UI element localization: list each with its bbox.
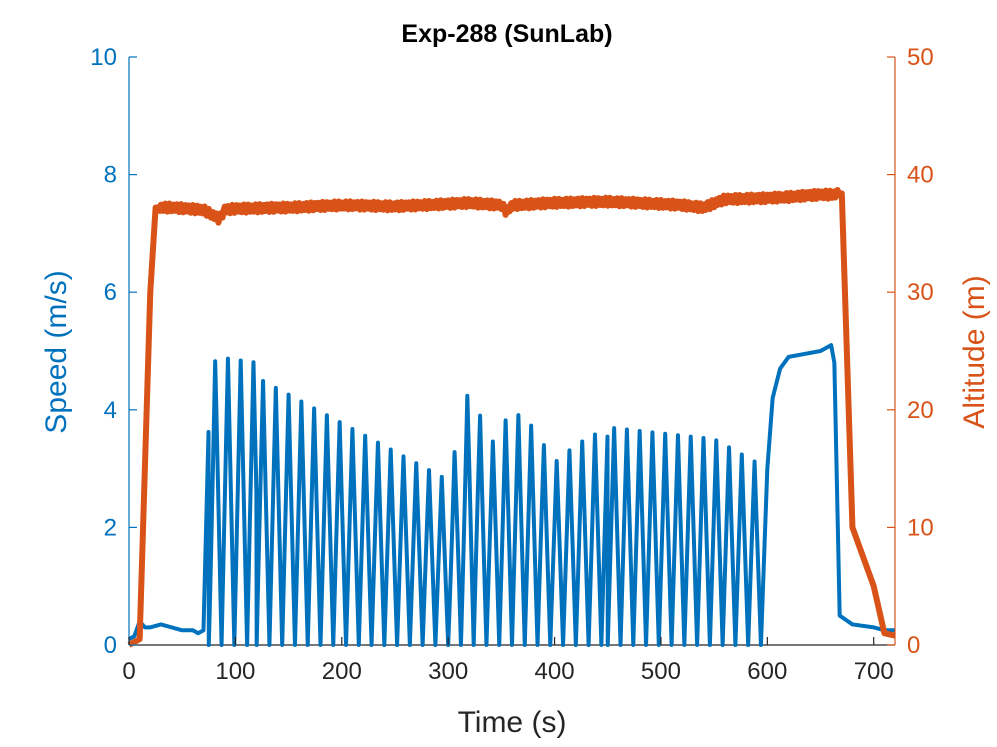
- x-tick-label: 0: [122, 658, 135, 685]
- x-tick-label: 500: [641, 658, 681, 685]
- y-right-tick-label: 0: [907, 632, 920, 659]
- y-axis-left-label: Speed (m/s): [40, 270, 73, 433]
- y-right-tick-label: 50: [907, 44, 934, 71]
- x-tick-label: 200: [322, 658, 362, 685]
- x-tick-label: 600: [747, 658, 787, 685]
- x-tick-label: 300: [428, 658, 468, 685]
- x-tick-label: 400: [535, 658, 575, 685]
- y-left-tick-label: 10: [90, 44, 117, 71]
- y-left-tick-label: 4: [104, 397, 117, 424]
- y-left-tick-label: 8: [104, 162, 117, 189]
- chart-title: Exp-288 (SunLab): [401, 20, 612, 48]
- y-right-tick-label: 10: [907, 514, 934, 541]
- y-right-tick-label: 40: [907, 162, 934, 189]
- speed-series-line: [127, 343, 897, 647]
- altitude-series-line: [127, 187, 897, 648]
- y-axis-right-label: Altitude (m): [958, 275, 991, 428]
- y-left-tick-label: 0: [104, 632, 117, 659]
- y-right-tick-label: 30: [907, 279, 934, 306]
- y-left-tick-label: 2: [104, 514, 117, 541]
- y-right-tick-label: 20: [907, 397, 934, 424]
- x-tick-label: 100: [215, 658, 255, 685]
- y-left-tick-label: 6: [104, 279, 117, 306]
- x-axis-label: Time (s): [458, 706, 567, 739]
- x-tick-label: 700: [854, 658, 894, 685]
